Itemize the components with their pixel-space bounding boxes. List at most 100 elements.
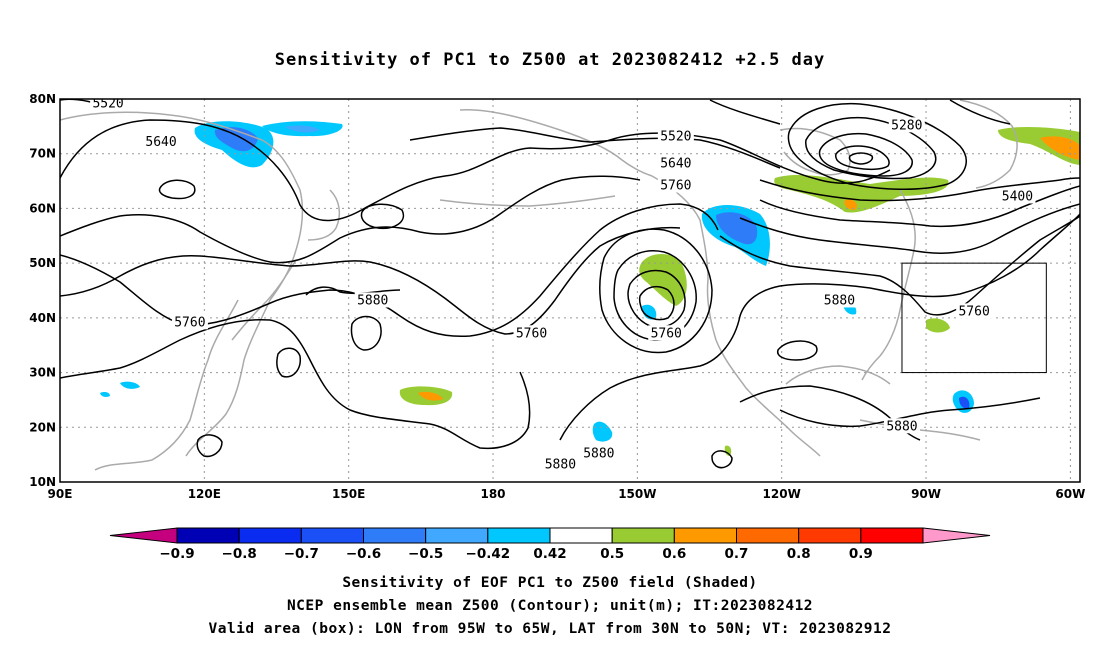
contour-5280-inner — [818, 132, 913, 177]
negative-sensitivity-patch — [120, 381, 140, 389]
contour-5880-south — [60, 318, 531, 450]
caption-contour: NCEP ensemble mean Z500 (Contour); unit(… — [286, 598, 814, 614]
colorbar-swatch — [425, 527, 489, 544]
lon-tick-label: 60W — [1055, 487, 1085, 501]
colorbar-label: −0.8 — [222, 546, 257, 562]
contour-label: 5760 — [660, 179, 691, 194]
contour-label-bg — [657, 177, 694, 193]
lat-tick-label: 70N — [29, 147, 56, 161]
negative-sensitivity-patch — [592, 421, 613, 442]
colorbar-label: −0.42 — [466, 546, 511, 562]
colorbar-swatch — [860, 527, 924, 544]
colorbar-label: 0.7 — [725, 546, 749, 562]
coastline-aleutians — [439, 195, 616, 207]
coastline-north-america-east — [861, 189, 916, 381]
contour-5280-outer — [787, 102, 967, 190]
colorbar-swatch — [176, 527, 240, 544]
closed-contour-small — [350, 315, 382, 351]
contour-label: 5400 — [1002, 189, 1033, 204]
contour-5760-east — [719, 215, 1080, 316]
contour-5640-east — [739, 203, 1080, 254]
contour-5880-east — [559, 213, 1080, 441]
contour-label-bg — [821, 292, 858, 308]
lon-tick-label: 120W — [763, 487, 801, 501]
coastline-gulf-of-mexico — [785, 365, 891, 385]
closed-contour-small — [276, 347, 301, 378]
contour-5760-low-inner — [627, 269, 686, 328]
contour-5280-center — [848, 152, 874, 165]
lat-lon-grid — [60, 99, 1080, 482]
colorbar-extend-high — [922, 527, 991, 544]
caption-shading: Sensitivity of EOF PC1 to Z500 field (Sh… — [342, 575, 758, 591]
contour-5880-pacific — [305, 286, 401, 296]
contour-label-bg — [542, 456, 579, 472]
contour-label-bg — [648, 325, 685, 341]
contour-label: 5640 — [145, 135, 176, 150]
caption-valid-area: Valid area (box): LON from 95W to 65W, L… — [208, 621, 892, 637]
contour-5520-north — [409, 127, 781, 169]
colorbar-swatch — [736, 527, 800, 544]
lon-tick-label: 180 — [480, 487, 505, 501]
colorbar-label: 0.42 — [533, 546, 566, 562]
colorbar: −0.9 −0.8 −0.7 −0.6 −0.5 −0.42 0.42 0.5 0.6 0.7 0.… — [109, 527, 991, 562]
positive-sensitivity-patch — [844, 199, 857, 210]
negative-sensitivity-patch — [642, 304, 657, 320]
z500-contours — [60, 99, 1080, 469]
positive-sensitivity-patch — [639, 253, 687, 306]
valid-area-box — [901, 262, 1047, 374]
lon-tick-label: 150W — [618, 487, 656, 501]
coastline-north-america-west — [651, 175, 821, 457]
contour-label: 5880 — [545, 458, 576, 473]
contour-label: 5520 — [660, 129, 691, 144]
contour-label-bg — [888, 117, 925, 133]
contour-label-bg — [657, 155, 694, 171]
positive-sensitivity-patch — [418, 391, 443, 401]
contour-5640 — [60, 119, 891, 222]
negative-sensitivity-patch — [959, 396, 970, 409]
closed-contour-small — [360, 203, 405, 230]
coastline-kamchatka — [307, 189, 341, 241]
coastline-greenland — [959, 99, 1018, 189]
colorbar-label: −0.9 — [159, 546, 194, 562]
closed-contour-small — [158, 179, 196, 200]
contour-label: 5760 — [516, 326, 547, 341]
contour-5760-west — [60, 175, 641, 264]
positive-sensitivity-patch — [724, 445, 732, 456]
contour-label-bg — [513, 325, 550, 341]
map-frame — [59, 98, 1081, 483]
contour-label: 5880 — [886, 419, 917, 434]
contour-label: 5880 — [583, 447, 614, 462]
lat-tick-label: 80N — [29, 92, 56, 106]
contour-label-bg — [883, 418, 920, 434]
contour-label-bg — [90, 99, 127, 111]
closed-contour-small — [196, 434, 223, 458]
contour-label: 5520 — [92, 96, 123, 111]
axis-labels: 90E 120E 150E 180 150W 120W 90W 60W 10N 20N 30N 40N… — [29, 92, 1085, 501]
contour-5280-mid — [805, 116, 937, 180]
colorbar-label: 0.9 — [849, 546, 873, 562]
contour-5880-south-east — [779, 397, 1041, 428]
contour-label: 5280 — [891, 118, 922, 133]
lat-tick-label: 50N — [29, 256, 56, 270]
positive-sensitivity-patch — [774, 174, 949, 213]
colorbar-swatch — [549, 527, 613, 544]
coastline-hudson-bay — [779, 127, 851, 176]
coastline-east-asia — [60, 111, 304, 457]
closed-contour-small — [776, 340, 818, 361]
contour-5280-core — [835, 145, 890, 171]
colorbar-label: −0.6 — [346, 546, 381, 562]
positive-sensitivity-patch — [926, 318, 950, 333]
colorbar-label: −0.5 — [408, 546, 443, 562]
colorbar-swatch — [798, 527, 862, 544]
colorbar-label: 0.5 — [600, 546, 624, 562]
contour-5760-south — [60, 203, 719, 338]
contour-label: 5760 — [958, 304, 989, 319]
lat-tick-label: 30N — [29, 366, 56, 380]
lon-tick-label: 150E — [332, 487, 365, 501]
colorbar-swatch — [673, 527, 737, 544]
contour-label: 5760 — [651, 326, 682, 341]
contour-label: 5640 — [660, 157, 691, 172]
lat-tick-label: 20N — [29, 420, 56, 434]
negative-sensitivity-patch — [285, 125, 320, 133]
